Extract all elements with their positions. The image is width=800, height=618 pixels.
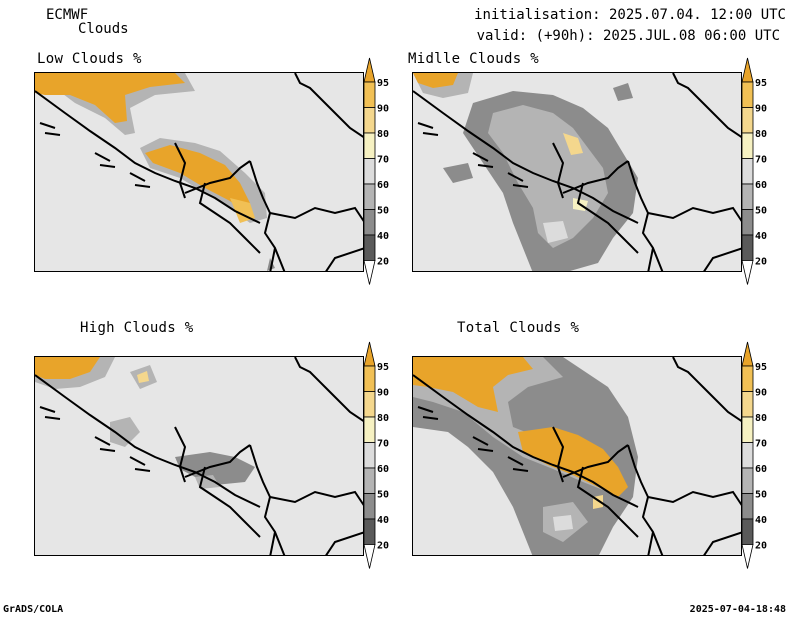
colorbar-segment bbox=[741, 260, 754, 285]
high-clouds-map bbox=[35, 357, 363, 555]
colorbar-segment bbox=[741, 467, 754, 494]
product-name: Clouds bbox=[78, 21, 129, 37]
colorbar-level-label: 95 bbox=[377, 78, 389, 89]
colorbar-level-label: 60 bbox=[377, 464, 389, 475]
colorbar-segment bbox=[741, 544, 754, 569]
colorbar-segment bbox=[741, 391, 754, 418]
colorbar-segment bbox=[363, 57, 376, 83]
colorbar-segment bbox=[741, 365, 754, 392]
panel-title-total: Total Clouds % bbox=[457, 320, 580, 336]
colorbar-segment bbox=[741, 341, 754, 367]
colorbar-middle: 95 90 80 70 60 50 40 20 bbox=[741, 57, 768, 285]
colorbar-level-label: 90 bbox=[755, 104, 767, 115]
footer-software: GrADS/COLA bbox=[3, 604, 64, 615]
valid-time: valid: (+90h): 2025.JUL.08 06:00 UTC bbox=[476, 28, 780, 44]
colorbar-segment bbox=[363, 209, 376, 236]
colorbar-total: 95 90 80 70 60 50 40 20 bbox=[741, 341, 768, 569]
colorbar-segment bbox=[363, 158, 376, 185]
colorbar-segment bbox=[363, 544, 376, 569]
low-clouds-map bbox=[35, 73, 363, 271]
colorbar-level-label: 95 bbox=[755, 362, 767, 373]
colorbar-level-label: 20 bbox=[755, 257, 767, 268]
colorbar-segment bbox=[741, 416, 754, 443]
colorbar-segment bbox=[741, 493, 754, 520]
colorbar-segment bbox=[363, 234, 376, 261]
colorbar-segment bbox=[363, 493, 376, 520]
colorbar-level-label: 40 bbox=[377, 515, 389, 526]
colorbar-level-label: 60 bbox=[755, 464, 767, 475]
colorbar-level-label: 70 bbox=[377, 155, 389, 166]
panel-title-middle: Midlle Clouds % bbox=[408, 51, 539, 67]
map-panel-total-clouds bbox=[412, 356, 742, 556]
map-panel-middle-clouds bbox=[412, 72, 742, 272]
colorbar-segment bbox=[363, 81, 376, 108]
colorbar-level-label: 60 bbox=[755, 180, 767, 191]
colorbar-level-label: 80 bbox=[755, 129, 767, 140]
middle-clouds-map bbox=[413, 73, 741, 271]
colorbar-svg: 95 90 80 70 60 50 40 20 bbox=[363, 341, 389, 569]
colorbar-level-label: 70 bbox=[755, 155, 767, 166]
colorbar-segment bbox=[363, 260, 376, 285]
colorbar-segment bbox=[363, 132, 376, 159]
colorbar-segment bbox=[741, 209, 754, 236]
colorbar-level-label: 20 bbox=[377, 257, 389, 268]
footer-timestamp: 2025-07-04-18:48 bbox=[689, 604, 786, 615]
colorbar-level-label: 40 bbox=[755, 515, 767, 526]
colorbar-segment bbox=[363, 391, 376, 418]
colorbar-level-label: 80 bbox=[377, 129, 389, 140]
colorbar-segment bbox=[741, 132, 754, 159]
colorbar-level-label: 40 bbox=[377, 231, 389, 242]
colorbar-segment bbox=[363, 107, 376, 134]
colorbar-segment bbox=[363, 442, 376, 469]
colorbar-level-label: 50 bbox=[377, 490, 389, 501]
colorbar-level-label: 70 bbox=[755, 439, 767, 450]
colorbar-segment bbox=[741, 442, 754, 469]
colorbar-svg: 95 90 80 70 60 50 40 20 bbox=[741, 57, 767, 285]
colorbar-segment bbox=[741, 57, 754, 83]
colorbar-segment bbox=[363, 416, 376, 443]
total-clouds-map bbox=[413, 357, 741, 555]
colorbar-level-label: 40 bbox=[755, 231, 767, 242]
colorbar-low: 95 90 80 70 60 50 40 20 bbox=[363, 57, 390, 285]
colorbar-segment bbox=[363, 365, 376, 392]
model-name: ECMWF bbox=[46, 7, 89, 23]
panel-title-low: Low Clouds % bbox=[37, 51, 142, 67]
colorbar-level-label: 95 bbox=[755, 78, 767, 89]
map-panel-low-clouds bbox=[34, 72, 364, 272]
colorbar-segment bbox=[741, 234, 754, 261]
colorbar-segment bbox=[363, 467, 376, 494]
colorbar-level-label: 90 bbox=[377, 104, 389, 115]
colorbar-svg: 95 90 80 70 60 50 40 20 bbox=[741, 341, 767, 569]
colorbar-level-label: 80 bbox=[755, 413, 767, 424]
colorbar-level-label: 90 bbox=[377, 388, 389, 399]
colorbar-segment bbox=[741, 518, 754, 545]
colorbar-segment bbox=[363, 341, 376, 367]
colorbar-segment bbox=[741, 158, 754, 185]
colorbar-level-label: 20 bbox=[377, 541, 389, 552]
colorbar-level-label: 50 bbox=[755, 490, 767, 501]
colorbar-level-label: 60 bbox=[377, 180, 389, 191]
panel-title-high: High Clouds % bbox=[80, 320, 194, 336]
colorbar-high: 95 90 80 70 60 50 40 20 bbox=[363, 341, 390, 569]
colorbar-segment bbox=[741, 107, 754, 134]
colorbar-level-label: 50 bbox=[377, 206, 389, 217]
colorbar-level-label: 80 bbox=[377, 413, 389, 424]
colorbar-segment bbox=[741, 183, 754, 210]
init-time: initialisation: 2025.07.04. 12:00 UTC bbox=[474, 7, 786, 23]
colorbar-level-label: 20 bbox=[755, 541, 767, 552]
colorbar-segment bbox=[741, 81, 754, 108]
colorbar-level-label: 95 bbox=[377, 362, 389, 373]
colorbar-svg: 95 90 80 70 60 50 40 20 bbox=[363, 57, 389, 285]
colorbar-segment bbox=[363, 518, 376, 545]
colorbar-level-label: 70 bbox=[377, 439, 389, 450]
colorbar-level-label: 50 bbox=[755, 206, 767, 217]
colorbar-level-label: 90 bbox=[755, 388, 767, 399]
colorbar-segment bbox=[363, 183, 376, 210]
map-panel-high-clouds bbox=[34, 356, 364, 556]
